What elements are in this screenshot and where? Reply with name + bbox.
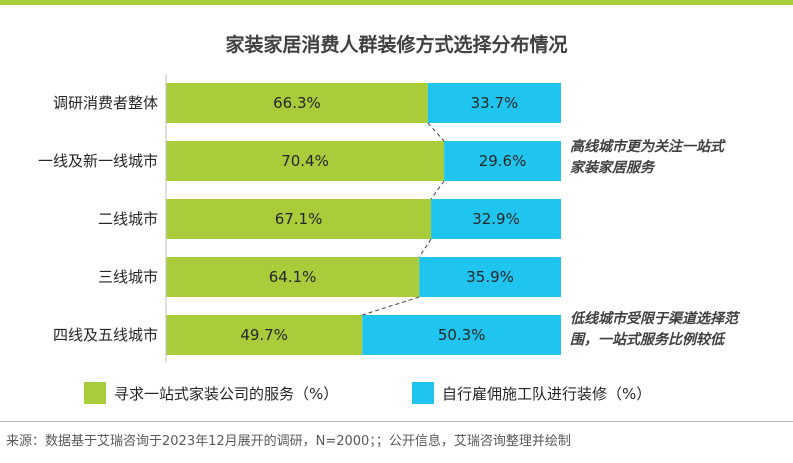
value-label-1-3: 67.1%: [275, 210, 323, 228]
legend-swatch-series2: [412, 382, 434, 404]
annotation-top: 高线城市更为关注一站式 家装家居服务: [570, 138, 726, 176]
bar-1-5: [166, 315, 363, 355]
source-note: 来源：数据基于艾瑞咨询于2023年12月展开的调研，N=2000；；公开信息，艾…: [6, 434, 571, 449]
annotation-bottom: 低线城市受限于渠道选择范 围，一站式服务比例较低: [570, 310, 741, 348]
connectors-layer: [362, 122, 445, 316]
chart-title: 家装家居消费人群装修方式选择分布情况: [225, 34, 568, 56]
value-label-1-2: 70.4%: [281, 152, 329, 170]
bar-1-1: [166, 83, 428, 123]
value-label-1-4: 64.1%: [269, 268, 317, 286]
legend-swatch-series1: [84, 382, 106, 404]
legend: 寻求一站式家装公司的服务（%） 自行雇佣施工队进行装修（%）: [84, 382, 651, 404]
bar-2-4: [419, 257, 561, 297]
value-label-2-5: 50.3%: [438, 326, 486, 344]
bar-2-2: [444, 141, 561, 181]
value-label-2-2: 29.6%: [479, 152, 527, 170]
bar-1-4: [166, 257, 420, 297]
annotation-bottom-line-1: 低线城市受限于渠道选择范: [570, 310, 741, 327]
connector-line-3: [418, 238, 432, 258]
value-label-1-1: 66.3%: [273, 94, 321, 112]
bar-2-5: [362, 315, 562, 355]
top-accent-bar: [0, 0, 793, 5]
value-label-1-5: 49.7%: [240, 326, 288, 344]
annotation-bottom-line-2: 围，一站式服务比例较低: [570, 331, 726, 348]
connector-line-1: [427, 122, 445, 142]
category-label-1: 调研消费者整体: [53, 94, 158, 112]
connector-line-4: [362, 296, 420, 316]
value-label-2-1: 33.7%: [471, 94, 519, 112]
annotation-top-line-1: 高线城市更为关注一站式: [570, 138, 726, 155]
bar-2-3: [431, 199, 561, 239]
category-label-5: 四线及五线城市: [53, 326, 158, 344]
bar-1-3: [166, 199, 432, 239]
category-label-3: 二线城市: [98, 210, 158, 228]
value-label-2-4: 35.9%: [466, 268, 514, 286]
category-label-4: 三线城市: [98, 268, 158, 286]
footer-divider: [0, 421, 793, 422]
category-label-2: 一线及新一线城市: [38, 152, 158, 170]
annotation-top-line-2: 家装家居服务: [570, 159, 656, 176]
legend-label-series2: 自行雇佣施工队进行装修（%）: [442, 385, 651, 403]
bar-1-2: [166, 141, 445, 181]
bar-2-1: [427, 83, 561, 123]
connector-line-2: [430, 180, 445, 200]
bars-layer: 66.3% 33.7% 70.4% 29.6% 67.1% 32.9% 64.1% 35.9%…: [166, 83, 562, 355]
value-label-2-3: 32.9%: [472, 210, 520, 228]
legend-label-series1: 寻求一站式家装公司的服务（%）: [114, 385, 338, 403]
